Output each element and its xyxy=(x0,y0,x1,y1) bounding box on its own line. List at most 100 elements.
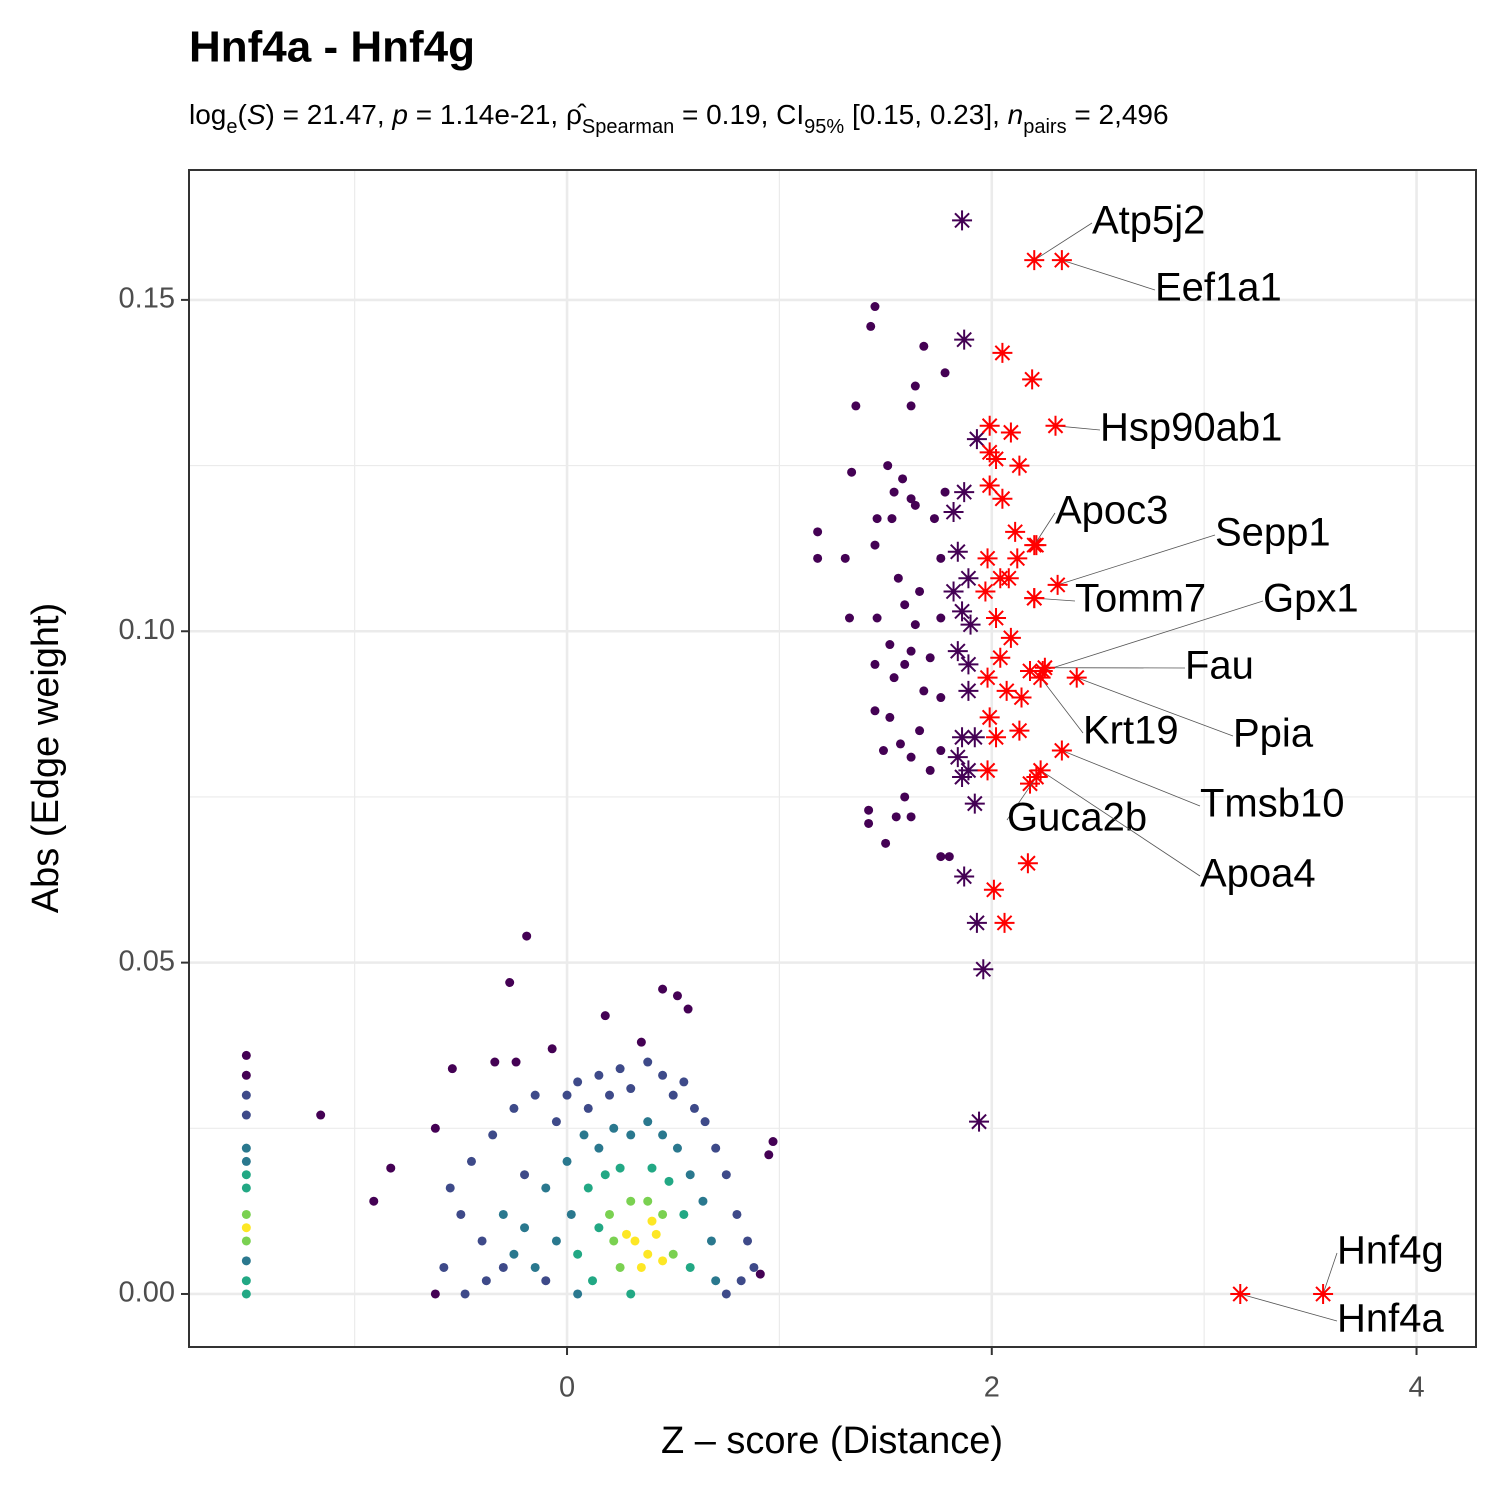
star-point xyxy=(1007,548,1027,568)
dot-point xyxy=(531,1263,540,1272)
star-point xyxy=(975,581,995,601)
star-point xyxy=(954,866,974,886)
star-point xyxy=(992,343,1012,363)
dot-point xyxy=(580,1130,589,1139)
dot-point xyxy=(887,514,896,523)
star-point xyxy=(995,913,1015,933)
dot-point xyxy=(673,1144,682,1153)
dot-point xyxy=(637,1263,646,1272)
dot-point xyxy=(941,488,950,497)
dot-point xyxy=(658,985,667,994)
dot-point xyxy=(936,852,945,861)
dot-point xyxy=(894,574,903,583)
annotated-point xyxy=(1024,588,1044,608)
subtitle-part: e xyxy=(226,116,237,138)
dot-point xyxy=(907,647,916,656)
annotation-label: Tmsb10 xyxy=(1200,782,1345,826)
dot-point xyxy=(870,660,879,669)
dot-point xyxy=(743,1236,752,1245)
dot-point xyxy=(584,1104,593,1113)
star-point xyxy=(948,747,968,767)
dot-point xyxy=(626,1130,635,1139)
subtitle-part: ) = 21.47, xyxy=(266,99,393,130)
annotation-label: Apoc3 xyxy=(1055,489,1168,533)
dot-point xyxy=(643,1117,652,1126)
dot-point xyxy=(548,1044,557,1053)
dot-point xyxy=(242,1051,251,1060)
dot-point xyxy=(520,1223,529,1232)
dot-point xyxy=(911,501,920,510)
y-axis-title: Abs (Edge weight) xyxy=(25,603,67,914)
dot-point xyxy=(605,1210,614,1219)
dot-point xyxy=(764,1150,773,1159)
star-point xyxy=(999,568,1019,588)
dot-point xyxy=(658,1256,667,1265)
annotation-label: Eef1a1 xyxy=(1155,266,1282,310)
dot-point xyxy=(482,1276,491,1285)
dot-point xyxy=(870,302,879,311)
dot-point xyxy=(769,1137,778,1146)
star-point xyxy=(986,608,1006,628)
star-point xyxy=(1009,456,1029,476)
dot-point xyxy=(686,1263,695,1272)
dot-point xyxy=(907,753,916,762)
dot-point xyxy=(890,673,899,682)
star-point xyxy=(967,913,987,933)
dot-point xyxy=(609,1124,618,1133)
dot-point xyxy=(563,1091,572,1100)
annotation-label: Guca2b xyxy=(1007,796,1147,840)
dot-point xyxy=(845,614,854,623)
dot-point xyxy=(707,1236,716,1245)
dot-point xyxy=(499,1210,508,1219)
dot-point xyxy=(499,1263,508,1272)
dot-point xyxy=(609,1236,618,1245)
dot-point xyxy=(630,1236,639,1245)
dot-point xyxy=(490,1058,499,1067)
dot-point xyxy=(911,620,920,629)
dot-point xyxy=(930,514,939,523)
dot-point xyxy=(919,342,928,351)
dot-point xyxy=(446,1183,455,1192)
dot-point xyxy=(242,1223,251,1232)
dot-point xyxy=(563,1157,572,1166)
dot-point xyxy=(643,1058,652,1067)
dot-point xyxy=(242,1144,251,1153)
dot-point xyxy=(701,1117,710,1126)
dot-point xyxy=(926,653,935,662)
star-point xyxy=(1009,721,1029,741)
dot-point xyxy=(242,1111,251,1120)
annotated-point xyxy=(1031,760,1051,780)
dot-point xyxy=(864,819,873,828)
chart-title: Hnf4a - Hnf4g xyxy=(189,23,475,72)
dot-point xyxy=(626,1084,635,1093)
dot-point xyxy=(541,1276,550,1285)
annotation-label: Apoa4 xyxy=(1200,852,1316,896)
dot-point xyxy=(509,1104,518,1113)
star-point xyxy=(973,959,993,979)
dot-point xyxy=(664,1177,673,1186)
x-axis-title: Z – score (Distance) xyxy=(661,1420,1003,1462)
star-point xyxy=(986,449,1006,469)
dot-point xyxy=(679,1077,688,1086)
annotated-point xyxy=(1024,250,1044,270)
dot-point xyxy=(679,1210,688,1219)
subtitle-part: pairs xyxy=(1023,116,1066,138)
subtitle-part: Spearman xyxy=(582,116,674,138)
dot-point xyxy=(915,726,924,735)
star-point xyxy=(952,767,972,787)
dot-point xyxy=(690,1104,699,1113)
dot-point xyxy=(605,1091,614,1100)
annotated-point xyxy=(1031,668,1051,688)
dot-point xyxy=(737,1276,746,1285)
dot-point xyxy=(686,1170,695,1179)
dot-point xyxy=(698,1197,707,1206)
dot-point xyxy=(242,1236,251,1245)
star-point xyxy=(961,615,981,635)
dot-point xyxy=(658,1130,667,1139)
dot-point xyxy=(900,792,909,801)
dot-point xyxy=(522,932,531,941)
dot-point xyxy=(601,1011,610,1020)
star-point xyxy=(952,601,972,621)
dot-point xyxy=(594,1223,603,1232)
